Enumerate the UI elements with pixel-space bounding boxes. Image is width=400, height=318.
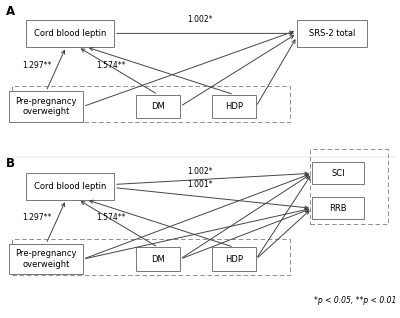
Bar	[26, 172, 114, 200]
Text: *p < 0.05, **p < 0.01: *p < 0.05, **p < 0.01	[314, 296, 396, 305]
Bar	[9, 92, 83, 121]
Bar	[310, 149, 388, 224]
Text: RRB: RRB	[329, 204, 347, 213]
Text: A: A	[6, 5, 15, 18]
Bar	[12, 86, 290, 122]
Bar	[312, 197, 364, 219]
Text: 1.574**: 1.574**	[96, 213, 126, 222]
Text: B: B	[6, 157, 15, 170]
Text: 1.001*: 1.001*	[187, 180, 213, 189]
Text: Pre-pregnancy
overweight: Pre-pregnancy overweight	[15, 249, 77, 269]
Bar	[212, 94, 256, 118]
Text: 1.297**: 1.297**	[22, 213, 51, 222]
Text: HDP: HDP	[225, 255, 243, 264]
Text: 1.297**: 1.297**	[22, 61, 51, 70]
Text: SCI: SCI	[331, 169, 345, 178]
Text: 1.002*: 1.002*	[187, 168, 213, 176]
Bar	[212, 247, 256, 271]
Bar	[136, 247, 180, 271]
Text: HDP: HDP	[225, 102, 243, 111]
Text: SRS-2 total: SRS-2 total	[309, 29, 355, 38]
Text: Cord blood leptin: Cord blood leptin	[34, 182, 106, 190]
Bar	[26, 20, 114, 47]
Text: DM: DM	[151, 255, 165, 264]
Bar	[312, 162, 364, 184]
Text: 1.002*: 1.002*	[187, 15, 213, 24]
Bar	[9, 244, 83, 274]
Bar	[12, 238, 290, 275]
Text: Cord blood leptin: Cord blood leptin	[34, 29, 106, 38]
Bar	[136, 94, 180, 118]
Text: 1.574**: 1.574**	[96, 61, 126, 70]
Text: DM: DM	[151, 102, 165, 111]
Text: Pre-pregnancy
overweight: Pre-pregnancy overweight	[15, 97, 77, 116]
Bar	[297, 20, 367, 47]
